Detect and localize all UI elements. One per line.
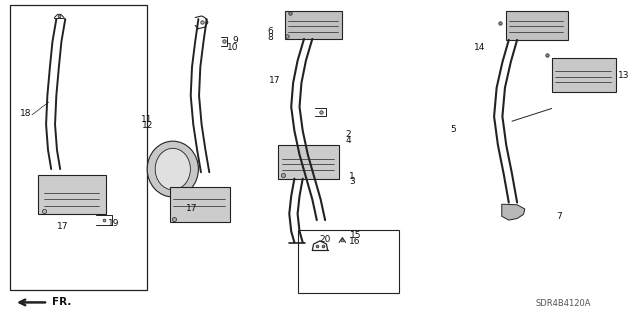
Text: 11: 11 — [141, 115, 153, 124]
Text: 6: 6 — [268, 27, 273, 36]
Text: 9: 9 — [233, 36, 238, 45]
Text: 5: 5 — [451, 125, 456, 134]
Ellipse shape — [147, 141, 198, 197]
Text: 14: 14 — [474, 43, 486, 52]
Text: 8: 8 — [268, 33, 273, 42]
Text: 7: 7 — [557, 212, 562, 221]
Bar — [285, 11, 342, 39]
Text: 10: 10 — [227, 43, 239, 52]
Ellipse shape — [156, 148, 191, 190]
Text: SDR4B4120A: SDR4B4120A — [536, 299, 591, 308]
Bar — [38, 175, 106, 214]
Bar — [506, 11, 568, 40]
Text: 15: 15 — [350, 231, 362, 240]
Bar — [278, 145, 339, 179]
Text: 13: 13 — [618, 71, 629, 80]
Text: 17: 17 — [269, 76, 280, 85]
Bar — [298, 230, 399, 293]
Text: 3: 3 — [349, 177, 355, 186]
Text: 4: 4 — [346, 136, 351, 145]
Text: 19: 19 — [108, 219, 120, 228]
Text: 16: 16 — [349, 237, 360, 246]
Bar — [10, 5, 147, 290]
Text: FR.: FR. — [52, 297, 72, 308]
Text: 1: 1 — [349, 172, 355, 181]
Text: 17: 17 — [186, 204, 198, 213]
Text: 17: 17 — [57, 222, 68, 231]
Text: 12: 12 — [141, 121, 153, 130]
Bar — [552, 58, 616, 92]
Polygon shape — [502, 204, 525, 220]
Text: 2: 2 — [346, 130, 351, 139]
Text: 18: 18 — [20, 109, 31, 118]
Text: 20: 20 — [319, 235, 330, 244]
Bar — [170, 187, 230, 222]
